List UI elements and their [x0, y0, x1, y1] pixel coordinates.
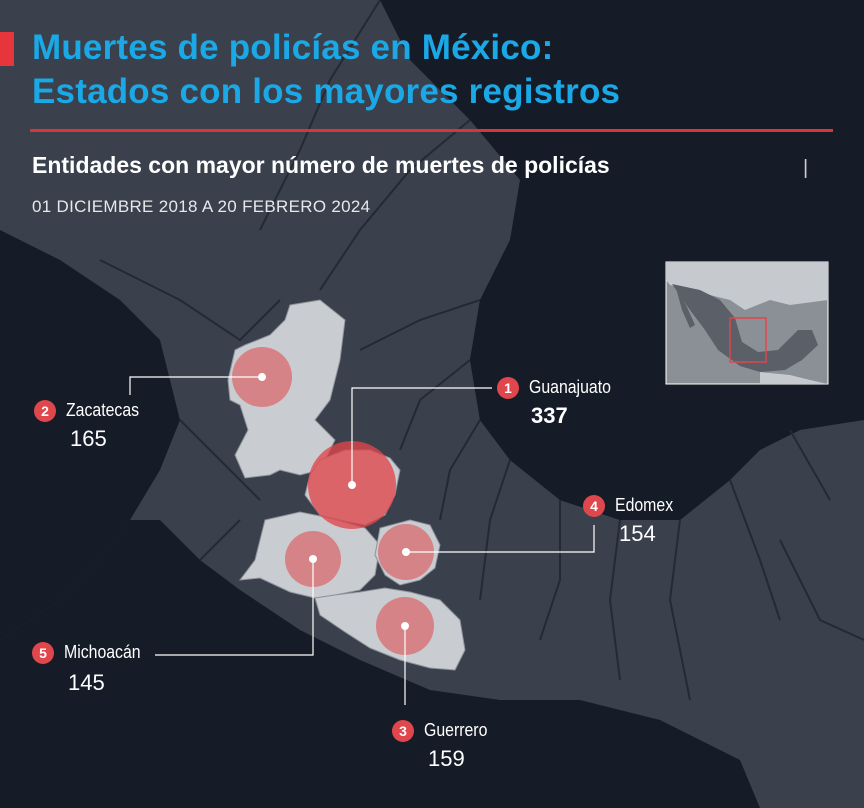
entity-name: Zacatecas	[66, 400, 140, 420]
entity-name: Michoacán	[64, 642, 141, 662]
entity-name: Guanajuato	[529, 377, 611, 397]
subtitle: Entidades con mayor número de muertes de…	[32, 152, 610, 178]
pacific-ocean	[0, 520, 760, 808]
baja-coast	[0, 230, 180, 640]
accent-bar	[0, 32, 14, 66]
page-title: Muertes de policías en México: Estados c…	[32, 26, 620, 114]
title-line-2: Estados con los mayores registros	[32, 72, 621, 111]
entity-value: 145	[68, 670, 105, 695]
title-line-1: Muertes de policías en México:	[32, 28, 554, 67]
rank-badge: 3	[392, 720, 414, 742]
yucatan-peninsula	[730, 420, 864, 560]
inset-locator-map	[665, 261, 829, 385]
date-range: 01 DICIEMBRE 2018 A 20 FEBRERO 2024	[32, 197, 371, 216]
entity-value: 337	[531, 403, 568, 428]
subtitle-separator: |	[803, 157, 809, 179]
entity-value: 154	[619, 521, 656, 546]
entity-name: Edomex	[615, 495, 674, 515]
rank-badge: 2	[34, 400, 56, 422]
entity-name: Guerrero	[424, 720, 488, 740]
rank-badge: 5	[32, 642, 54, 664]
leader-lines	[129, 376, 595, 705]
entity-value: 159	[428, 746, 465, 771]
rank-badge: 4	[583, 495, 605, 517]
title-divider	[30, 129, 833, 132]
entity-value: 165	[70, 426, 107, 451]
rank-badge: 1	[497, 377, 519, 399]
state-borders	[99, 0, 864, 701]
bubble-centers	[258, 373, 410, 630]
